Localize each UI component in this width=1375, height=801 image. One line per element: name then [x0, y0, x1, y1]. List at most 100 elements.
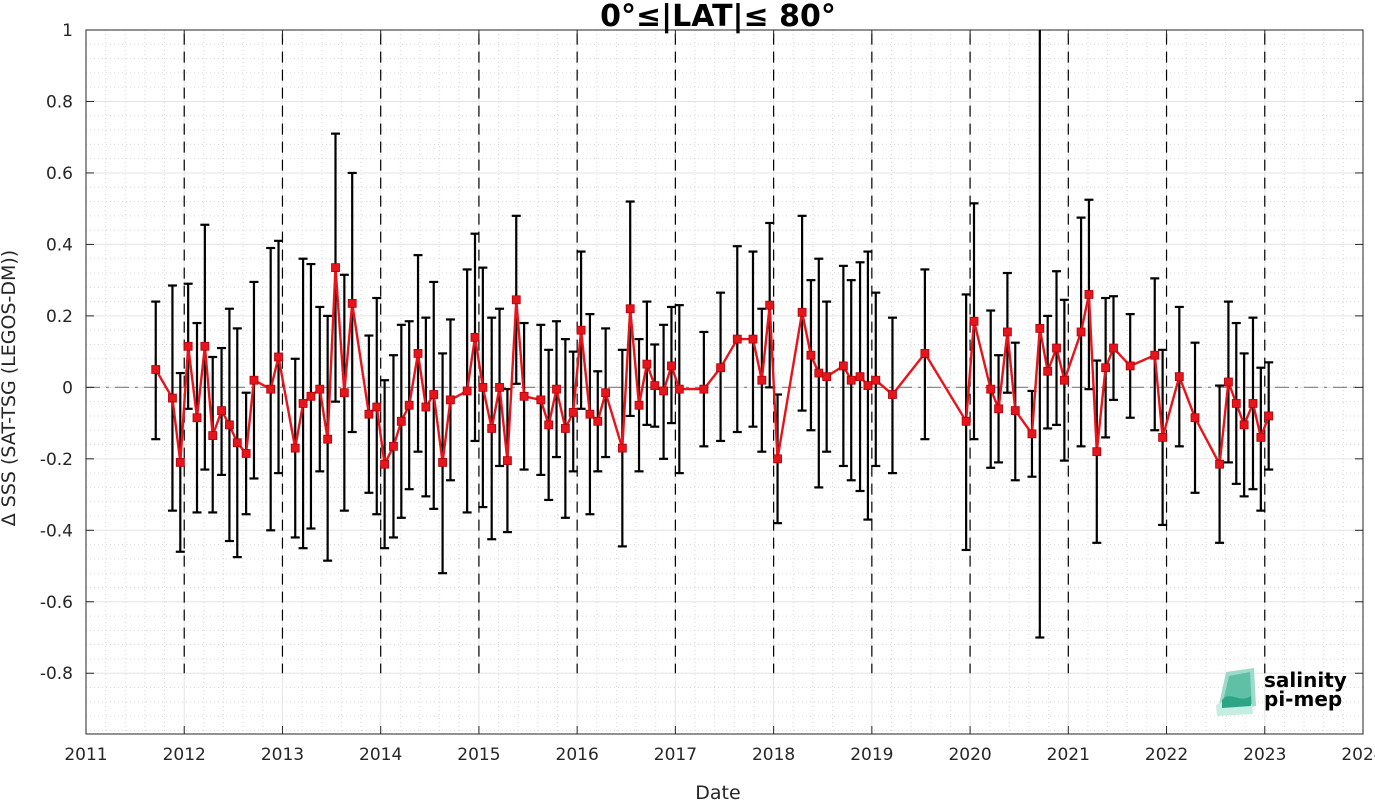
data-point	[617, 443, 627, 453]
salinity-pi-mep-logo: salinity pi-mep	[1216, 668, 1347, 716]
data-point	[421, 402, 431, 412]
data-point	[601, 388, 611, 398]
y-tick-label: 0	[62, 378, 73, 398]
x-tick-label: 2017	[654, 745, 697, 765]
data-point	[462, 386, 472, 396]
x-tick-labels: 2011 2012 2013 2014 2015 2016 2017 2018 2019 2020…	[64, 745, 1375, 765]
data-point	[208, 431, 218, 441]
data-point	[1231, 399, 1241, 408]
chart-title: 0°≤|LAT|≤ 80°	[600, 0, 836, 34]
data-point	[225, 420, 234, 430]
y-tick-label: -0.6	[40, 593, 73, 613]
x-tick-label: 2013	[261, 745, 304, 765]
data-point	[487, 424, 497, 433]
data-point	[732, 334, 742, 344]
axis-ticks	[85, 29, 1364, 734]
data-point	[1059, 375, 1069, 385]
data-point	[1043, 366, 1053, 376]
data-point	[364, 409, 374, 419]
x-tick-label: 2024	[1341, 745, 1375, 765]
data-point	[1158, 432, 1168, 442]
x-axis-title: Date	[695, 782, 740, 801]
data-point	[634, 400, 644, 410]
data-point	[920, 349, 930, 358]
data-point	[748, 334, 758, 344]
data-point	[1264, 411, 1274, 421]
data-point	[773, 454, 782, 464]
data-point	[888, 390, 897, 399]
data-point	[1224, 377, 1233, 387]
data-point	[1256, 432, 1266, 442]
data-point	[331, 263, 340, 273]
x-tick-label: 2020	[948, 745, 991, 765]
data-point	[822, 372, 832, 382]
data-point	[413, 349, 423, 358]
data-point	[519, 391, 529, 401]
data-point	[757, 375, 767, 385]
data-point	[446, 395, 455, 405]
data-point	[200, 341, 210, 351]
data-point	[1125, 361, 1135, 371]
data-point	[380, 459, 390, 469]
data-point	[659, 386, 668, 396]
data-point	[290, 443, 300, 453]
data-point	[1010, 406, 1020, 415]
data-point	[274, 352, 283, 362]
data-point	[298, 399, 308, 408]
data-point	[339, 388, 349, 398]
data-point	[315, 384, 325, 394]
data-point	[568, 407, 578, 417]
data-point	[961, 416, 971, 426]
y-tick-label: 0.2	[46, 307, 73, 327]
plot-frame	[85, 29, 1364, 735]
data-point	[241, 449, 251, 458]
data-point	[1101, 363, 1111, 373]
data-point	[503, 456, 512, 466]
x-tick-label: 2016	[556, 745, 599, 765]
data-point	[1174, 372, 1184, 382]
y-axis-title: Δ SSS (SAT-TSG (LEGOS-DM))	[0, 250, 20, 526]
y-tick-label: -0.8	[40, 664, 73, 684]
y-tick-label: 1	[62, 21, 73, 41]
data-point	[175, 458, 185, 467]
data-point	[625, 304, 635, 314]
data-point	[266, 384, 276, 394]
data-point	[797, 307, 807, 317]
year-markers	[183, 33, 1266, 674]
data-point	[151, 365, 161, 374]
data-point	[168, 393, 177, 403]
data-point	[1076, 327, 1086, 337]
data-point	[642, 359, 652, 369]
data-point	[536, 395, 546, 405]
data-point	[544, 420, 554, 430]
data-point	[1109, 343, 1118, 353]
data-point	[1035, 323, 1045, 333]
data-point	[438, 458, 447, 467]
x-tick-label: 2022	[1145, 745, 1188, 765]
data-point	[495, 382, 504, 392]
data-point	[593, 416, 603, 426]
y-tick-label: 0.6	[46, 164, 73, 184]
logo-wave-icon	[1216, 668, 1256, 716]
x-tick-label: 2021	[1047, 745, 1090, 765]
data-point	[699, 384, 709, 394]
data-point	[765, 300, 775, 310]
data-point	[183, 341, 193, 351]
data-point	[969, 316, 979, 326]
data-point	[1150, 350, 1160, 360]
y-tick-labels: 1 0.8 0.6 0.4 0.2 0 -0.2 -0.4 -0.6 -0.8	[40, 21, 73, 684]
data-point	[674, 384, 684, 394]
x-tick-label: 2014	[359, 745, 402, 765]
data-point	[470, 332, 480, 342]
data-point	[863, 381, 873, 390]
data-point	[511, 295, 521, 305]
data-point	[306, 391, 316, 401]
data-point	[560, 424, 570, 433]
x-tick-label: 2015	[457, 745, 500, 765]
data-point	[323, 434, 333, 444]
data-point	[1003, 327, 1012, 337]
data-point	[404, 400, 414, 410]
data-point	[552, 384, 561, 394]
x-tick-label: 2023	[1243, 745, 1286, 765]
